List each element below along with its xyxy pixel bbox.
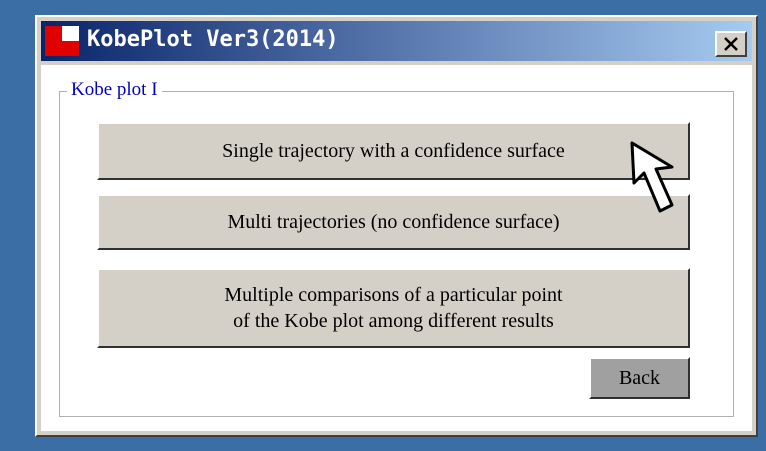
back-button[interactable]: Back <box>589 357 690 399</box>
menu-button[interactable]: Multiple comparisons of a particular poi… <box>97 268 690 348</box>
close-icon <box>724 37 738 51</box>
app-icon <box>45 26 79 56</box>
title-bar: KobePlot Ver3(2014) <box>41 21 752 61</box>
menu-button[interactable]: Single trajectory with a confidence surf… <box>97 122 690 180</box>
menu-button[interactable]: Multi trajectories (no confidence surfac… <box>97 194 690 250</box>
client-area: Kobe plot I Single trajectory with a con… <box>41 65 752 431</box>
window-title: KobePlot Ver3(2014) <box>87 27 339 52</box>
window: KobePlot Ver3(2014) Kobe plot I Single t… <box>35 15 758 437</box>
button-label: Multi trajectories (no confidence surfac… <box>227 211 560 233</box>
group-box <box>59 91 734 417</box>
group-label: Kobe plot I <box>67 79 162 101</box>
cursor <box>630 141 674 213</box>
button-label: Multiple comparisons of a particular poi… <box>224 284 563 306</box>
button-label: Single trajectory with a confidence surf… <box>222 140 565 162</box>
close-button[interactable] <box>715 31 747 57</box>
button-label: of the Kobe plot among different results <box>233 310 554 332</box>
